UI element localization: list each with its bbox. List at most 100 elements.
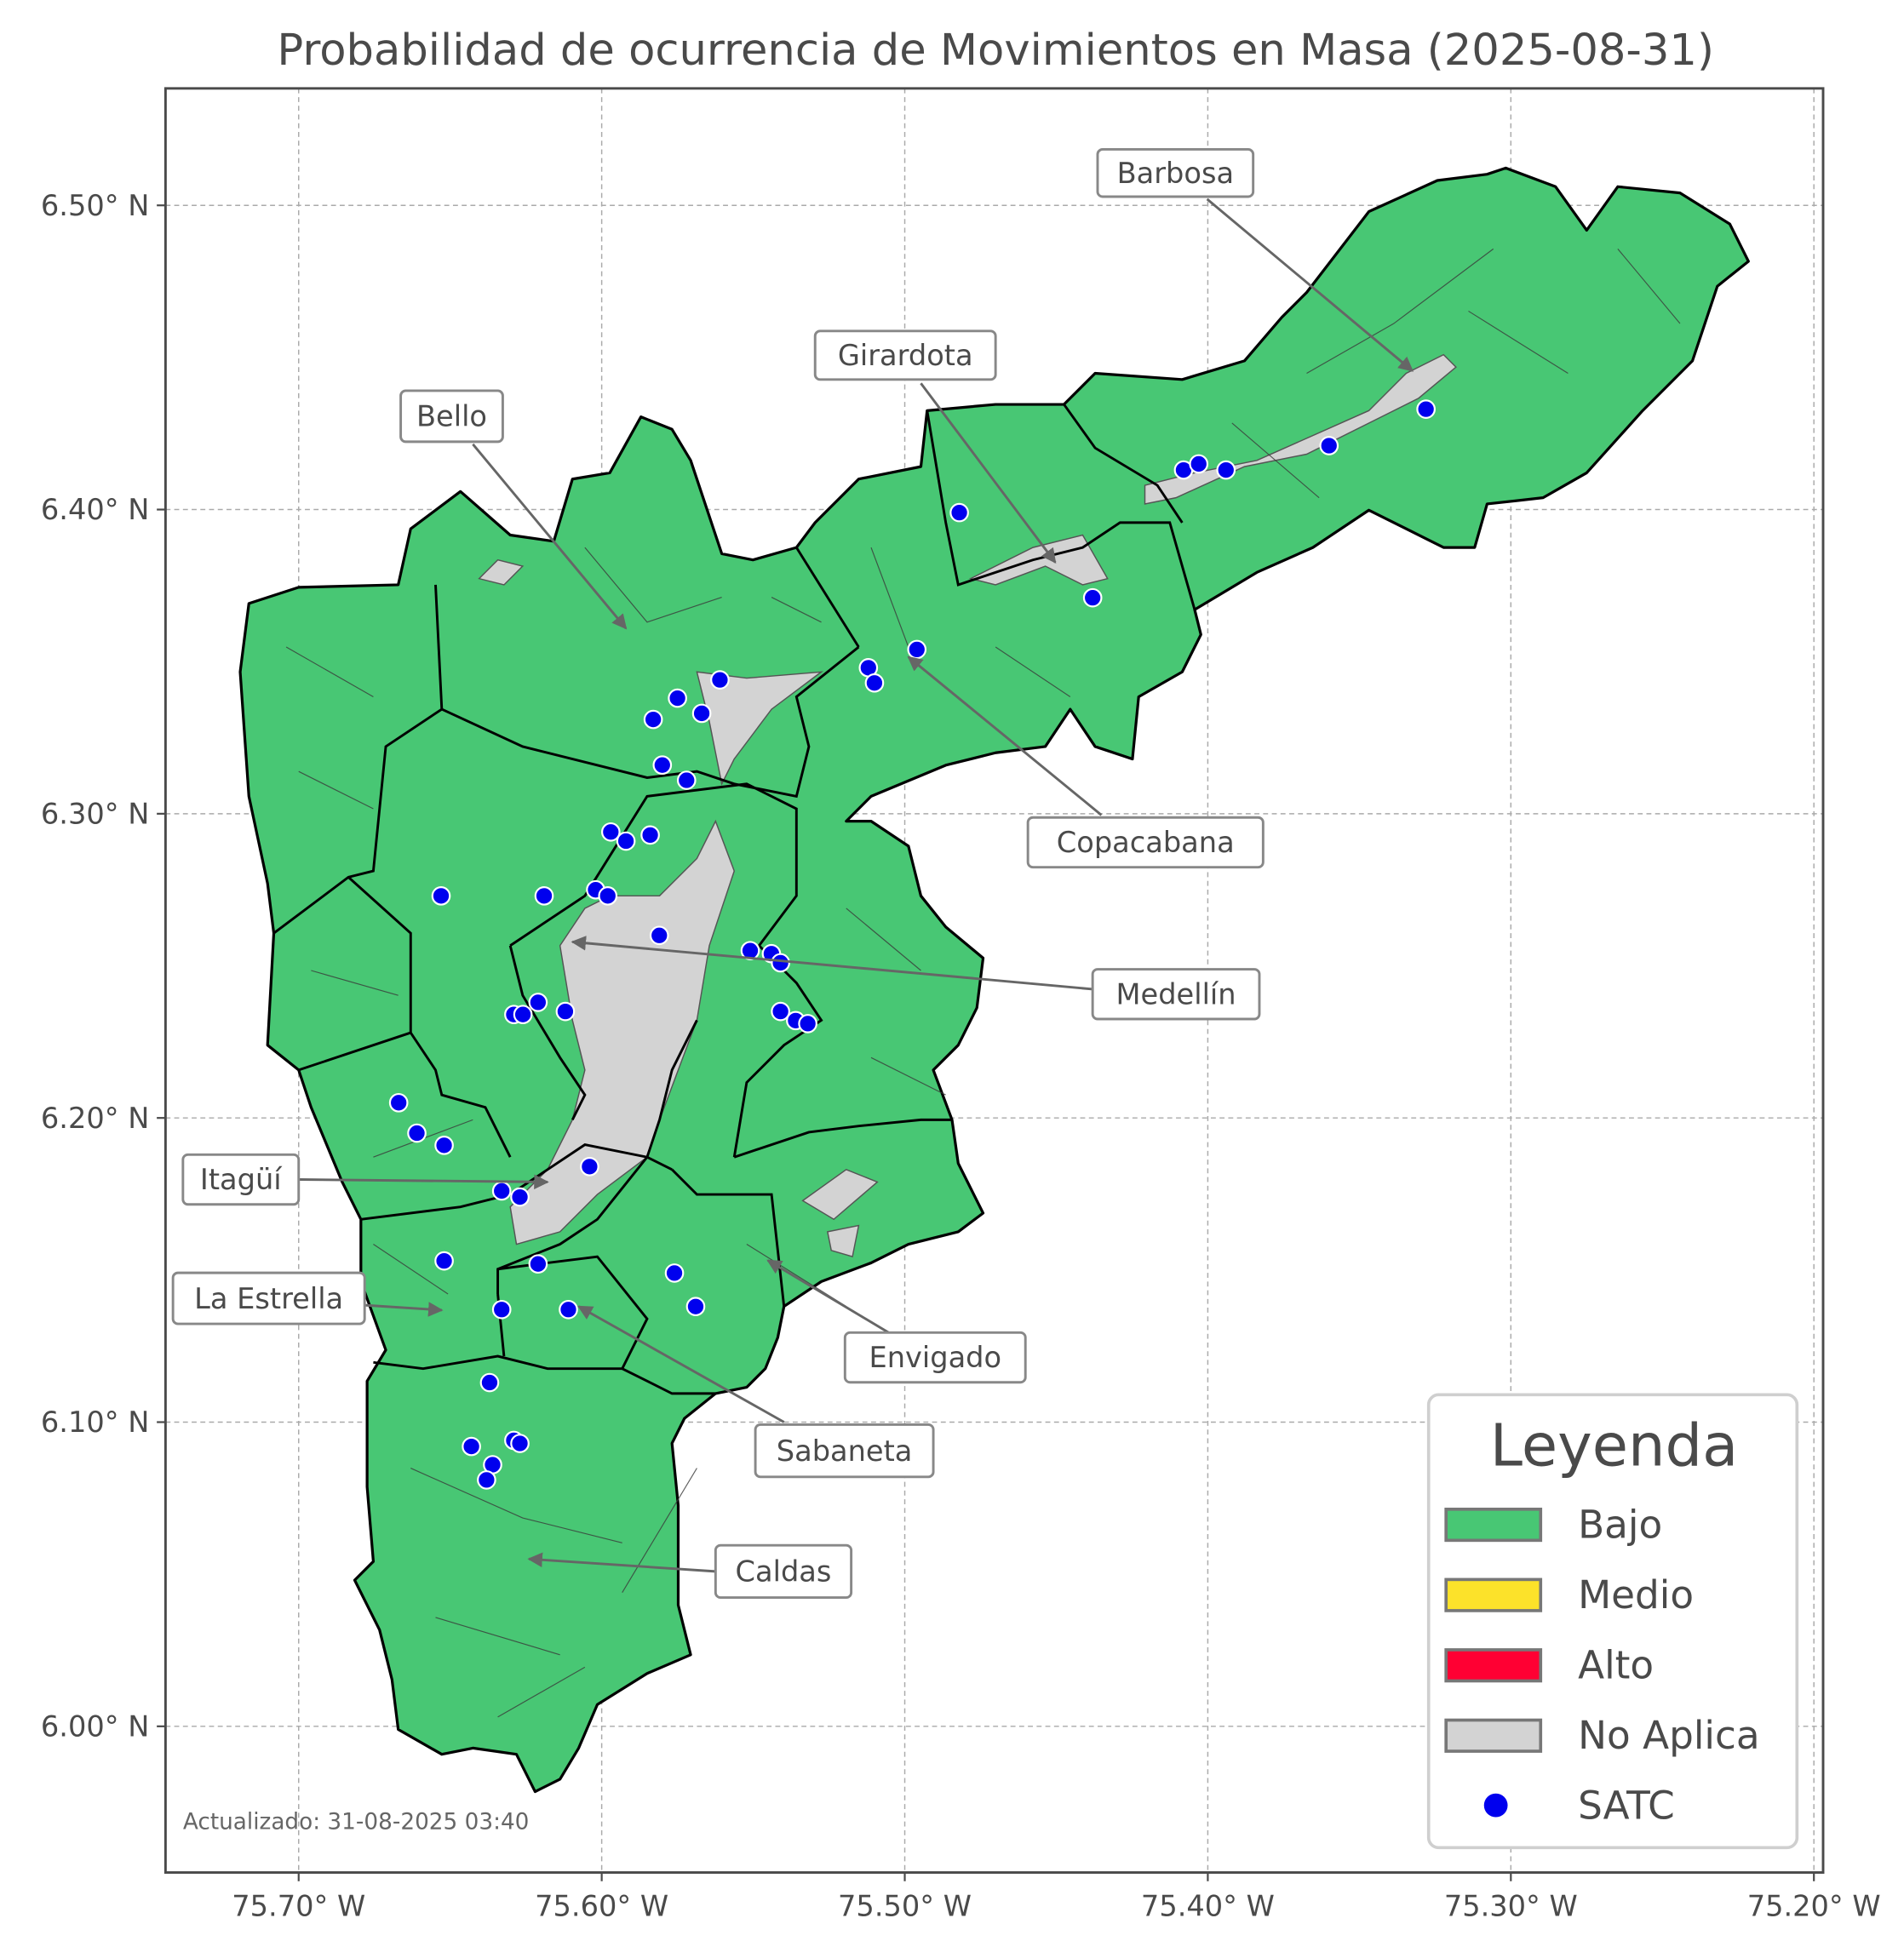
annotation-arrow	[472, 443, 628, 630]
annotation-label: Bello	[416, 400, 487, 433]
legend-label: Alto	[1578, 1643, 1654, 1688]
satc-station-point	[580, 1157, 599, 1177]
legend-label: No Aplica	[1578, 1713, 1760, 1758]
satc-station-point	[528, 993, 548, 1012]
annotation-label: Caldas	[736, 1555, 832, 1589]
annotation-arrow	[920, 382, 1057, 564]
x-tick-label: 75.70° W	[232, 1890, 365, 1923]
legend-marker	[1483, 1793, 1508, 1818]
satc-station-point	[477, 1470, 496, 1490]
legend-label: Bajo	[1578, 1502, 1662, 1547]
municipal-boundaries	[272, 404, 1196, 1395]
satc-station-point	[513, 1005, 533, 1025]
x-tick-label: 75.40° W	[1141, 1890, 1275, 1923]
satc-station-point	[710, 670, 730, 690]
legend-swatch	[1444, 1577, 1543, 1612]
annotation-label: Sabaneta	[777, 1434, 913, 1468]
annotation-box	[813, 329, 997, 381]
annotation-girardota: Girardota	[813, 329, 1057, 564]
y-tick-label: 6.00° N	[41, 1710, 149, 1743]
annotation-label: Itagüí	[200, 1163, 283, 1196]
satc-station-point	[407, 1123, 427, 1143]
annotation-box	[1026, 816, 1265, 869]
annotation-bello: Bello	[399, 389, 628, 630]
annotation-box	[181, 1153, 301, 1206]
satc-station-point	[676, 770, 697, 790]
satc-station-point	[388, 1092, 409, 1113]
annotation-box	[399, 389, 504, 444]
satc-station-point	[510, 1187, 530, 1207]
annotation-label: Girardota	[838, 339, 973, 372]
satc-station-point	[1416, 399, 1436, 419]
annotation-label: Copacabana	[1057, 826, 1235, 859]
satc-station-point	[1216, 460, 1236, 480]
satc-station-point	[462, 1436, 481, 1457]
annotation-arrow	[298, 1174, 549, 1190]
satc-station-point	[434, 1251, 454, 1271]
satc-station-point	[600, 822, 621, 842]
legend-item-no-aplica: No Aplica	[1444, 1713, 1760, 1758]
annotation-envigado: Envigado	[766, 1259, 1027, 1384]
legend-label: SATC	[1578, 1784, 1675, 1829]
satc-station-point	[491, 1299, 512, 1320]
annotation-arrow	[766, 1259, 890, 1334]
satc-station-point	[528, 1254, 548, 1274]
x-tick-label: 75.60° W	[535, 1890, 668, 1923]
annotation-caldas: Caldas	[527, 1543, 853, 1600]
satc-station-point	[664, 1263, 685, 1283]
satc-station-point	[685, 1297, 706, 1317]
annotation-label: Medellín	[1116, 977, 1236, 1011]
satc-station-point	[598, 886, 618, 906]
annotation-arrow	[577, 1305, 785, 1423]
legend-item-satc: SATC	[1483, 1784, 1675, 1829]
annotation-sabaneta: Sabaneta	[577, 1305, 935, 1479]
satc-station-point	[949, 502, 969, 523]
annotation-box	[1091, 968, 1261, 1021]
annotation-itagui: Itagüí	[181, 1153, 549, 1206]
satc-station-point	[1319, 436, 1339, 455]
satc-station-point	[1189, 454, 1209, 474]
annotation-la-estrella: La Estrella	[171, 1271, 444, 1325]
annotation-label: Barbosa	[1117, 157, 1234, 190]
satc-station-point	[649, 925, 669, 946]
legend-swatch	[1444, 1648, 1543, 1683]
annotation-arrow	[571, 936, 1093, 991]
study-area	[238, 166, 1750, 1794]
satc-station-point	[431, 886, 451, 906]
legend-item-bajo: Bajo	[1444, 1502, 1662, 1547]
satc-station-point	[864, 673, 885, 693]
annotation-label: La Estrella	[194, 1282, 343, 1315]
legend-swatch	[1444, 1718, 1543, 1753]
satc-station-point	[1082, 587, 1103, 608]
annotation-box	[843, 1331, 1027, 1384]
satc-station-point	[668, 688, 687, 708]
y-tick-label: 6.20° N	[41, 1102, 149, 1135]
satc-station-point	[434, 1136, 454, 1155]
satc-station-point	[616, 831, 636, 851]
annotation-box	[171, 1271, 366, 1325]
updated-timestamp: Actualizado: 31-08-2025 03:40	[183, 1809, 530, 1835]
satc-station-point	[771, 1001, 790, 1022]
satc-station-point	[652, 755, 673, 776]
annotation-arrow	[907, 656, 1103, 816]
x-tick-label: 75.50° W	[838, 1890, 972, 1923]
x-tick-label: 75.20° W	[1747, 1890, 1881, 1923]
annotation-arrow	[527, 1552, 716, 1573]
legend-swatch	[1444, 1507, 1543, 1543]
satc-station-point	[798, 1014, 817, 1033]
vereda-boundaries	[285, 248, 1681, 1718]
annotation-box	[754, 1423, 935, 1479]
satc-station-point	[559, 1299, 578, 1320]
satc-station-point	[510, 1434, 530, 1453]
annotation-barbosa: Barbosa	[1096, 147, 1414, 372]
x-tick-label: 75.30° W	[1444, 1890, 1578, 1923]
legend-title: Leyenda	[1490, 1412, 1738, 1480]
satc-station-point	[643, 709, 663, 730]
legend-label: Medio	[1578, 1572, 1694, 1618]
y-tick-label: 6.50° N	[41, 189, 149, 222]
annotation-label: Envigado	[869, 1341, 1001, 1374]
satc-station-point	[479, 1372, 500, 1393]
annotation-copacabana: Copacabana	[907, 656, 1265, 869]
y-tick-label: 6.10° N	[41, 1406, 149, 1439]
